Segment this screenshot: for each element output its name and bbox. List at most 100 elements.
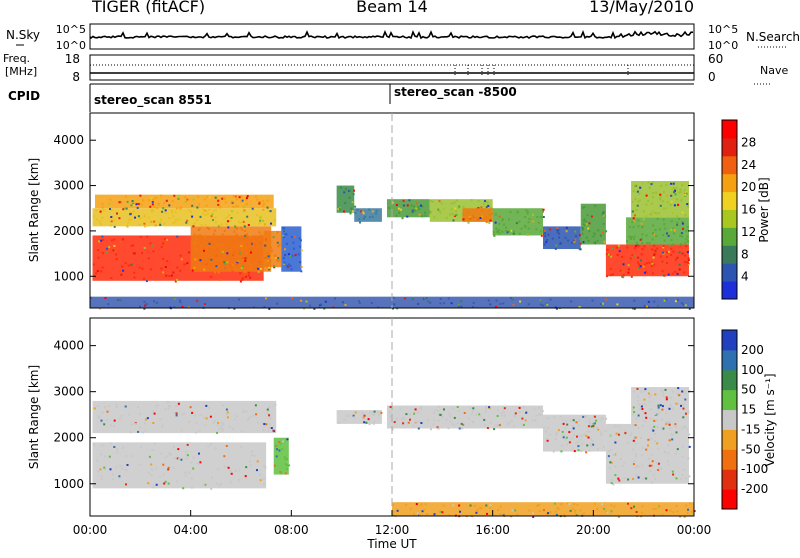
heatmap-speck — [624, 430, 627, 433]
heatmap-speck — [143, 307, 146, 310]
heatmap-speck — [375, 209, 378, 212]
heatmap-speck — [399, 407, 402, 410]
heatmap-speck — [674, 425, 677, 428]
heatmap-speck — [258, 473, 261, 476]
heatmap-speck — [282, 262, 285, 265]
heatmap-speck — [680, 232, 683, 235]
heatmap-speck — [683, 260, 686, 263]
heatmap-speck — [575, 441, 578, 444]
heatmap-speck — [627, 264, 630, 267]
heatmap-speck — [508, 218, 510, 221]
heatmap-speck — [254, 195, 257, 198]
heatmap-speck — [126, 464, 129, 466]
colorbar-tick-label: 4 — [741, 270, 749, 284]
heatmap-speck — [298, 237, 301, 240]
heatmap-speck — [245, 198, 248, 201]
heatmap-speck — [639, 238, 642, 241]
heatmap-speck — [662, 251, 665, 254]
heatmap-speck — [188, 209, 191, 212]
heatmap-speck — [98, 415, 101, 418]
heatmap-speck — [146, 417, 149, 420]
heatmap-speck — [562, 434, 565, 436]
heatmap-speck — [630, 236, 633, 238]
heatmap-speck — [221, 249, 224, 251]
heatmap-speck — [634, 452, 637, 455]
heatmap-speck — [560, 503, 563, 505]
heatmap-speck — [654, 249, 657, 252]
heatmap-speck — [564, 236, 567, 239]
heatmap-speck — [617, 244, 620, 247]
heatmap-speck — [293, 235, 296, 238]
heatmap-speck — [680, 478, 683, 481]
heatmap-speck — [614, 425, 617, 428]
heatmap-speck — [221, 223, 223, 226]
heatmap-speck — [208, 238, 211, 241]
colorbar-bin — [722, 369, 737, 391]
heatmap-speck — [395, 214, 398, 217]
heatmap-speck — [676, 215, 679, 218]
heatmap-speck — [622, 276, 625, 279]
heatmap-speck — [115, 406, 118, 408]
heatmap-speck — [621, 270, 624, 273]
heatmap-speck — [475, 209, 478, 211]
heatmap-speck — [632, 408, 635, 411]
heatmap-speck — [531, 512, 534, 515]
heatmap-speck — [539, 299, 542, 302]
heatmap-speck — [412, 425, 415, 428]
heatmap-speck — [252, 239, 255, 242]
heatmap-speck — [644, 412, 647, 415]
heatmap-speck — [195, 431, 198, 434]
heatmap-speck — [173, 412, 176, 414]
heatmap-speck — [148, 471, 150, 474]
heatmap-speck — [656, 426, 659, 428]
heatmap-speck — [481, 215, 484, 218]
heatmap-speck — [685, 192, 688, 195]
heatmap-speck — [291, 296, 294, 299]
heatmap-speck — [305, 300, 308, 303]
heatmap-speck — [185, 450, 188, 453]
heatmap-speck — [528, 509, 531, 512]
heatmap-speck — [152, 198, 155, 201]
heatmap-speck — [574, 509, 577, 512]
heatmap-speck — [544, 235, 547, 238]
heatmap-speck — [681, 184, 683, 187]
heatmap-speck — [143, 222, 146, 225]
heatmap-speck — [686, 235, 689, 238]
heatmap-speck — [509, 297, 512, 299]
heatmap-speck — [513, 414, 516, 417]
heatmap-speck — [137, 215, 140, 218]
heatmap-speck — [165, 199, 168, 202]
heatmap-speck — [203, 249, 205, 252]
heatmap-speck — [92, 263, 95, 266]
heatmap-speck — [174, 280, 177, 283]
heatmap-speck — [214, 229, 216, 232]
heatmap-speck — [160, 194, 163, 197]
heatmap-speck — [461, 427, 464, 430]
heatmap-speck — [538, 413, 541, 416]
heatmap-speck — [399, 208, 402, 211]
heatmap-speck — [411, 209, 414, 212]
heatmap-speck — [193, 233, 196, 236]
heatmap-speck — [266, 408, 269, 411]
heatmap-speck — [194, 248, 197, 250]
heatmap-speck — [250, 251, 252, 254]
heatmap-speck — [683, 515, 686, 518]
heatmap-speck — [585, 236, 588, 239]
heatmap-speck — [172, 271, 175, 274]
heatmap-speck — [615, 432, 618, 435]
heatmap-speck — [592, 232, 595, 235]
heatmap-speck — [557, 429, 560, 432]
heatmap-speck — [243, 227, 246, 230]
heatmap-speck — [278, 258, 281, 261]
heatmap-speck — [501, 414, 504, 417]
heatmap-speck — [188, 421, 191, 423]
heatmap-speck — [675, 477, 678, 480]
heatmap-speck — [665, 421, 668, 423]
heatmap-speck — [657, 304, 659, 307]
heatmap-speck — [194, 238, 197, 241]
heatmap-speck — [684, 392, 687, 395]
heatmap-speck — [257, 270, 260, 273]
heatmap-speck — [543, 509, 545, 512]
heatmap-speck — [651, 238, 654, 241]
heatmap-speck — [633, 220, 635, 223]
